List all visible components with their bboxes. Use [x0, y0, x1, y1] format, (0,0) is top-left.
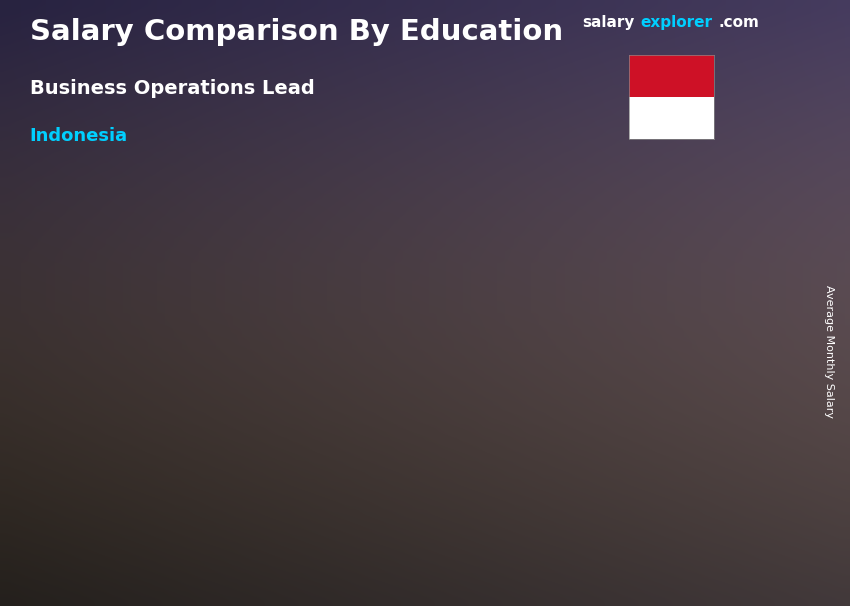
Bar — [619, 270, 705, 545]
Bar — [103, 405, 189, 545]
Text: salary: salary — [582, 15, 635, 30]
Text: 12,600,000 IDR: 12,600,000 IDR — [255, 362, 363, 376]
Text: Indonesia: Indonesia — [30, 127, 127, 145]
Bar — [629, 55, 714, 97]
Bar — [275, 384, 360, 545]
Bar — [629, 97, 714, 139]
Text: .com: .com — [718, 15, 759, 30]
Text: +41%: +41% — [382, 248, 459, 273]
Polygon shape — [189, 405, 206, 545]
Text: Average Monthly Salary: Average Monthly Salary — [824, 285, 834, 418]
Text: Salary Comparison By Education: Salary Comparison By Education — [30, 18, 563, 46]
Text: explorer: explorer — [640, 15, 712, 30]
Polygon shape — [705, 270, 722, 545]
Text: +14%: +14% — [177, 336, 252, 361]
Bar — [446, 319, 533, 545]
Text: 11,000,000 IDR: 11,000,000 IDR — [66, 383, 173, 397]
Polygon shape — [533, 319, 550, 545]
Text: 17,700,000 IDR: 17,700,000 IDR — [419, 298, 526, 311]
Text: +21%: +21% — [547, 208, 622, 233]
Polygon shape — [360, 384, 378, 545]
Text: 21,500,000 IDR: 21,500,000 IDR — [599, 248, 707, 262]
Text: Business Operations Lead: Business Operations Lead — [30, 79, 314, 98]
